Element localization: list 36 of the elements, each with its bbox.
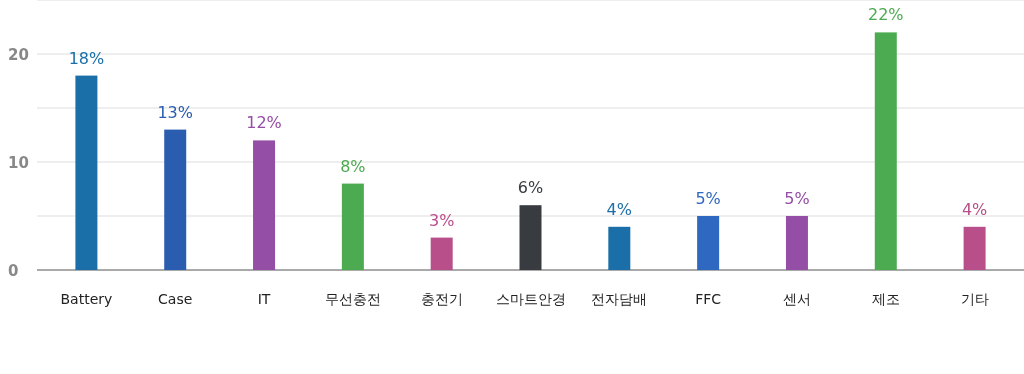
- data-label: 3%: [428, 210, 455, 230]
- x-tick-label: 스마트안경: [495, 291, 566, 307]
- bar: [164, 129, 187, 270]
- data-label: 4%: [606, 199, 633, 219]
- bar: [874, 32, 897, 270]
- bar: [785, 216, 808, 270]
- x-tick-label: 무선충전: [324, 291, 381, 307]
- bar: [519, 205, 542, 270]
- data-label: 4%: [961, 199, 988, 219]
- bar: [75, 75, 98, 270]
- x-tick-label: 제조: [871, 291, 900, 307]
- data-label: 5%: [695, 189, 721, 208]
- data-label: 13%: [157, 102, 194, 122]
- x-tick-label: 충전기: [420, 291, 463, 307]
- data-label: 6%: [517, 178, 544, 198]
- y-tick-label: 10: [8, 154, 29, 172]
- bar: [341, 183, 364, 270]
- bar: [608, 226, 631, 270]
- bar: [430, 237, 453, 270]
- x-tick-label: FFC: [695, 291, 722, 307]
- bar: [697, 216, 720, 270]
- data-label: 12%: [246, 113, 282, 133]
- x-tick-label: 센서: [782, 291, 811, 307]
- x-tick-label: IT: [257, 291, 271, 307]
- x-tick-label: Case: [158, 291, 193, 307]
- y-tick-label: 0: [8, 262, 19, 280]
- bar: [963, 226, 986, 270]
- x-tick-label: 전자담배: [591, 291, 648, 307]
- x-tick-label: 기타: [960, 291, 989, 307]
- data-label: 18%: [68, 48, 105, 68]
- y-tick-label: 20: [8, 46, 29, 64]
- data-label: 22%: [867, 5, 904, 25]
- data-label: 5%: [784, 189, 810, 208]
- data-label: 8%: [340, 156, 366, 176]
- x-tick-label: Battery: [60, 291, 113, 307]
- bar: [253, 140, 276, 270]
